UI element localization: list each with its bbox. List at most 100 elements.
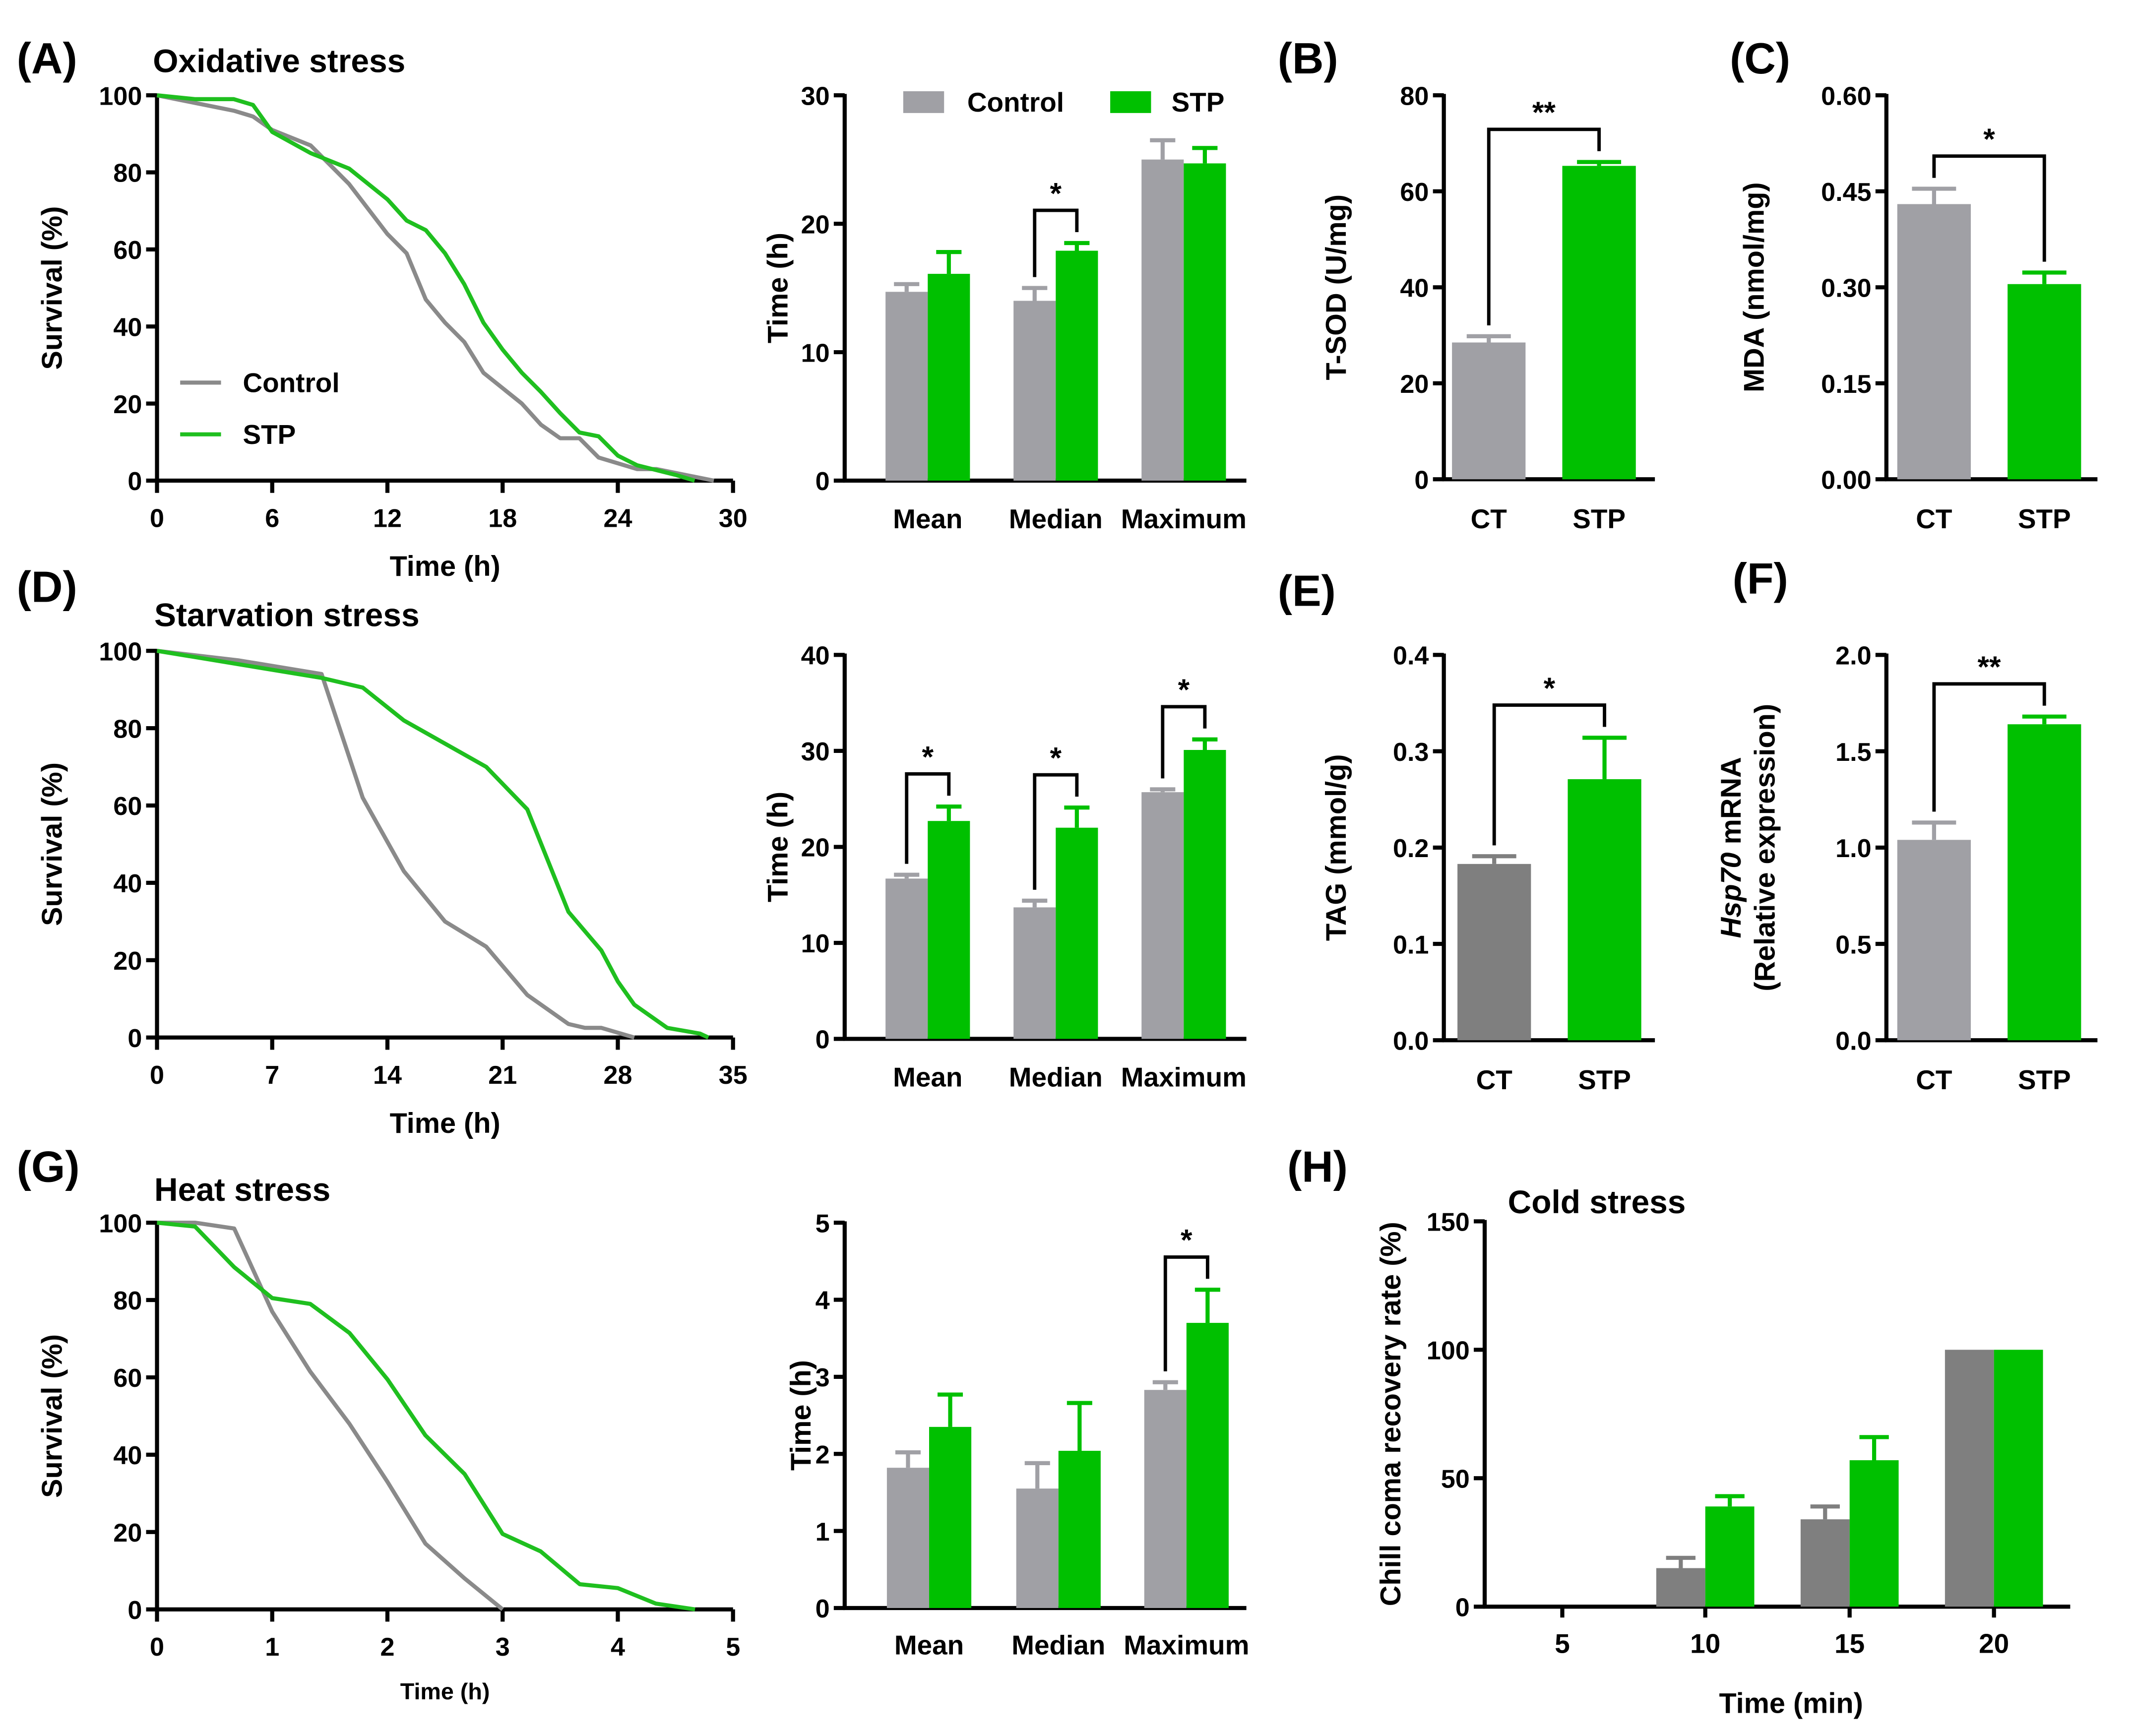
y-tick-label: 100 (1427, 1337, 1470, 1365)
y-tick-label: 60 (113, 236, 142, 265)
x-tick-label: Mean (893, 503, 962, 534)
y-tick-label: 40 (113, 313, 142, 342)
y-tick-label: 0.30 (1821, 274, 1871, 303)
chart-title: Cold stress (1508, 1183, 1686, 1220)
significance-bracket (1932, 154, 2046, 262)
y-tick-label: 0.2 (1393, 834, 1429, 863)
bar-stp (1056, 250, 1098, 481)
survival-line-stp (156, 649, 709, 1040)
x-tick-label: Maximum (1124, 1629, 1249, 1660)
y-tick-label: 0.5 (1835, 930, 1871, 959)
x-tick-label: 3 (496, 1633, 510, 1662)
bar-stp (1994, 1350, 2043, 1607)
y-axis-label-text: mRNA (1715, 757, 1747, 852)
significance-marker: * (922, 740, 934, 774)
y-tick-label: 40 (801, 642, 830, 671)
bar-control (886, 1468, 929, 1608)
x-tick-label: CT (1471, 503, 1507, 534)
y-tick-label: 60 (1400, 178, 1429, 207)
y-tick-label: 20 (801, 210, 830, 239)
y-axis-label: Survival (%) (36, 762, 68, 926)
y-axis-label: Time (h) (762, 233, 794, 343)
y-tick-label: 30 (801, 82, 830, 111)
y-tick-label: 0.15 (1821, 370, 1871, 399)
y-axis-label: Time (h) (762, 792, 794, 902)
y-axis-label: Survival (%) (36, 206, 68, 370)
panel-label-C: (C) (1730, 34, 1790, 83)
chart-A-bar (833, 91, 1247, 483)
y-tick-label: 0.45 (1821, 178, 1871, 207)
y-tick-label: 10 (801, 339, 830, 368)
bar-stp (1184, 163, 1226, 481)
y-axis-label: T-SOD (U/mg) (1320, 194, 1352, 380)
y-tick-label: 0.4 (1393, 642, 1429, 671)
x-tick-label: 18 (488, 504, 517, 533)
y-axis-label-line2: (Relative expression) (1750, 704, 1781, 992)
x-tick-label: 15 (1834, 1628, 1865, 1659)
bar-stp (1184, 749, 1226, 1039)
y-tick-label: 20 (801, 834, 830, 863)
bar-control (1144, 1390, 1187, 1608)
bar-control (885, 292, 928, 481)
y-tick-label: 0.00 (1821, 466, 1871, 495)
significance-marker: * (1544, 671, 1556, 705)
y-tick-label: 100 (99, 82, 142, 111)
y-tick-label: 150 (1427, 1208, 1470, 1237)
panel-label-D: (D) (17, 562, 77, 611)
x-tick-label: 20 (1979, 1628, 2009, 1659)
bar-stp (2008, 724, 2081, 1041)
panel-label-E: (E) (1278, 566, 1336, 616)
bar-control (1945, 1350, 1994, 1607)
significance-bracket (1487, 127, 1601, 325)
bar-control (885, 878, 928, 1039)
x-tick-label: 0 (150, 1061, 164, 1090)
x-tick-label: CT (1476, 1064, 1512, 1095)
y-tick-label: 50 (1441, 1465, 1470, 1493)
significance-bracket (1033, 773, 1079, 890)
chart-H-bar (1474, 1219, 2071, 1618)
bar-control (1016, 1488, 1059, 1608)
panel-label-B: (B) (1278, 34, 1338, 83)
y-tick-label: 0 (127, 1024, 142, 1053)
y-tick-label: 20 (113, 390, 142, 419)
x-tick-label: 21 (488, 1061, 517, 1090)
x-axis-label: Time (h) (390, 551, 501, 582)
bar-stp (929, 1426, 972, 1608)
bar-control (1013, 907, 1056, 1039)
y-tick-label: 1 (816, 1518, 830, 1547)
panel-label-H: (H) (1287, 1142, 1348, 1191)
x-tick-label: Median (1009, 1062, 1103, 1093)
x-tick-label: Maximum (1121, 503, 1247, 534)
survival-line-control (157, 649, 635, 1040)
significance-bracket (1033, 208, 1079, 277)
significance-marker: * (1050, 176, 1062, 210)
x-tick-label: 28 (603, 1061, 632, 1090)
legend-swatch-stp (1110, 91, 1151, 113)
y-axis-label: Survival (%) (36, 1334, 68, 1498)
legend-label: Control (243, 368, 339, 398)
y-axis-label: Chill coma recovery rate (%) (1375, 1222, 1407, 1606)
bar-control (1656, 1568, 1705, 1607)
y-axis-label: Time (h) (785, 1360, 817, 1471)
chart-G-line (146, 1220, 735, 1622)
y-tick-label: 0 (816, 1595, 830, 1623)
bar-stp (928, 821, 970, 1039)
significance-bracket (1492, 703, 1606, 846)
chart-title: Starvation stress (154, 597, 420, 633)
y-tick-label: 0.3 (1393, 738, 1429, 767)
significance-marker: * (1181, 1223, 1193, 1257)
y-tick-label: 0.0 (1835, 1027, 1871, 1055)
significance-marker: * (1983, 122, 1995, 156)
y-tick-label: 3 (816, 1364, 830, 1392)
x-tick-label: 30 (719, 504, 748, 533)
y-axis-label: MDA (nmol/mg) (1739, 182, 1770, 392)
x-tick-label: 5 (726, 1633, 740, 1662)
chart-G-bar (833, 1220, 1247, 1611)
x-tick-label: 5 (1555, 1628, 1570, 1659)
bar-stp (1186, 1323, 1229, 1608)
x-tick-label: 35 (719, 1061, 748, 1090)
significance-marker: ** (1978, 650, 2001, 683)
survival-line-stp (157, 93, 695, 483)
x-tick-label: Maximum (1121, 1062, 1247, 1093)
y-tick-label: 1.0 (1835, 834, 1871, 863)
